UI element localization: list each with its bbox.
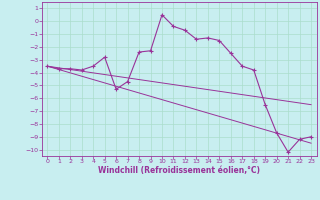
X-axis label: Windchill (Refroidissement éolien,°C): Windchill (Refroidissement éolien,°C) (98, 166, 260, 175)
